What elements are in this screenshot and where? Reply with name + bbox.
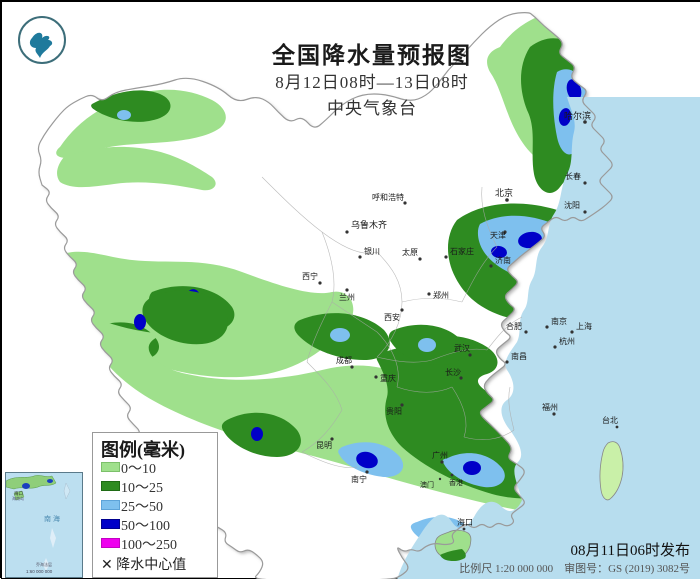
svg-text:济南: 济南	[495, 255, 511, 265]
svg-text:乌鲁木齐: 乌鲁木齐	[351, 219, 387, 230]
svg-text:乔海法层: 乔海法层	[36, 561, 52, 567]
svg-text:南京: 南京	[551, 316, 567, 326]
svg-text:西安: 西安	[384, 312, 400, 322]
svg-text:银川: 银川	[364, 246, 380, 256]
svg-text:海南岛: 海南岛	[12, 495, 24, 501]
svg-text:上海: 上海	[576, 321, 592, 331]
svg-text:长沙: 长沙	[445, 367, 461, 377]
svg-text:1:60 000 000: 1:60 000 000	[26, 569, 53, 574]
svg-text:郑州: 郑州	[433, 290, 449, 300]
svg-text:合肥: 合肥	[506, 321, 522, 331]
svg-text:福州: 福州	[542, 403, 558, 412]
svg-text:呼和浩特: 呼和浩特	[372, 192, 404, 202]
svg-text:澳门: 澳门	[420, 480, 434, 489]
svg-text:昆明: 昆明	[316, 441, 332, 450]
svg-text:台北: 台北	[602, 415, 618, 425]
svg-text:杭州: 杭州	[559, 336, 575, 346]
svg-text:广州: 广州	[432, 450, 448, 460]
svg-text:太原: 太原	[402, 247, 418, 257]
svg-text:天津: 天津	[490, 230, 506, 240]
svg-text:贵阳: 贵阳	[386, 406, 402, 416]
svg-text:北京: 北京	[495, 187, 513, 198]
svg-text:香港: 香港	[449, 478, 463, 487]
svg-text:沈阳: 沈阳	[564, 200, 580, 210]
svg-text:南宁: 南宁	[351, 474, 367, 484]
svg-text:南昌: 南昌	[511, 351, 527, 361]
svg-text:南 海: 南 海	[44, 514, 60, 523]
svg-text:成都: 成都	[336, 355, 352, 365]
svg-text:西宁: 西宁	[302, 271, 318, 281]
svg-text:武汉: 武汉	[454, 343, 470, 353]
svg-text:长春: 长春	[565, 171, 581, 181]
svg-text:石家庄: 石家庄	[450, 246, 474, 256]
svg-text:重庆: 重庆	[380, 373, 396, 383]
svg-text:海口: 海口	[457, 517, 473, 527]
svg-text:兰州: 兰州	[339, 292, 355, 302]
